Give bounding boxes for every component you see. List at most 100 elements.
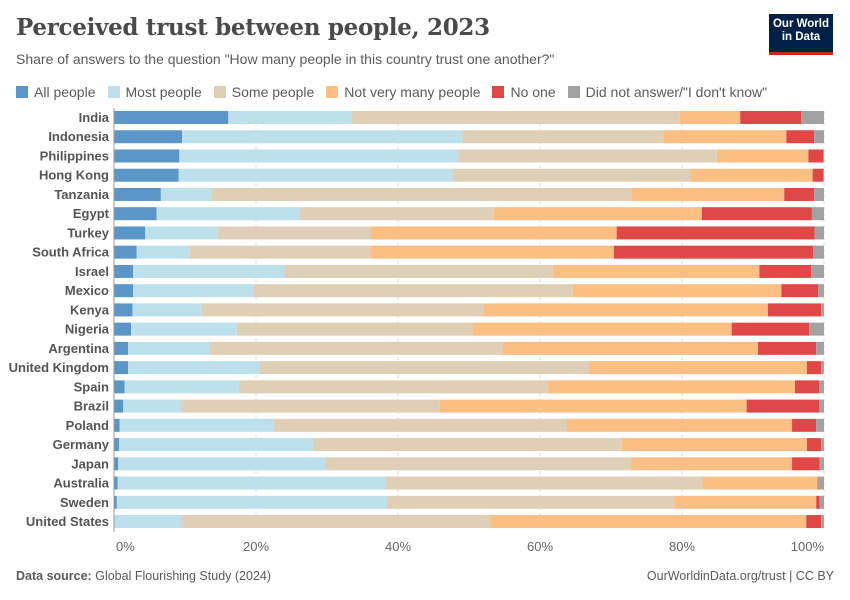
bar-segment: [819, 380, 824, 394]
bar-segment: [784, 187, 815, 201]
bar-segment: [114, 476, 118, 490]
bar-segment: [118, 438, 314, 452]
bar-segment: [128, 341, 210, 355]
legend-item[interactable]: All people: [16, 84, 96, 100]
bar-segment: [114, 322, 132, 336]
category-label: India: [79, 110, 110, 125]
bar-segment: [552, 264, 760, 278]
bar-segment: [370, 245, 614, 259]
bar-segment: [616, 226, 815, 240]
bar-segment: [814, 226, 824, 240]
bar-segment: [114, 341, 129, 355]
bar-segment: [631, 187, 785, 201]
bar-segment: [123, 399, 182, 413]
bar-segment: [566, 418, 793, 432]
bar-segment: [816, 341, 824, 355]
bar-segment: [145, 226, 218, 240]
bar-segment: [663, 130, 787, 144]
category-label: Mexico: [65, 283, 109, 298]
bar-segment: [821, 303, 824, 317]
legend-item[interactable]: Did not answer/"I don't know": [567, 84, 768, 100]
category-label: Australia: [53, 476, 109, 491]
bar-segment: [716, 149, 809, 163]
footer-link[interactable]: OurWorldinData.org/trust | CC BY: [646, 569, 834, 583]
bar-segment: [114, 303, 133, 317]
bar-segment: [156, 207, 300, 221]
bar-segment: [493, 207, 702, 221]
bar-segment: [806, 361, 822, 375]
bar-segment: [299, 207, 494, 221]
bar-segment: [588, 361, 807, 375]
legend: All people Most people Some people Not very…: [16, 84, 767, 100]
bar-segment: [160, 187, 212, 201]
bar-segment: [808, 149, 824, 163]
bar-segment: [117, 476, 386, 490]
bar-segment: [181, 399, 440, 413]
bar-segment: [386, 495, 675, 509]
legend-item[interactable]: No one: [492, 84, 556, 100]
legend-swatch: [16, 86, 28, 98]
bar-segment: [114, 399, 124, 413]
bar-segment: [189, 245, 371, 259]
bar-segment: [458, 149, 717, 163]
bar-segment: [114, 515, 182, 529]
x-tick-label: 40%: [385, 539, 411, 554]
logo-text: Our World in Data: [772, 18, 829, 43]
category-label: Germany: [53, 437, 110, 452]
bar-segment: [816, 418, 824, 432]
bar-segment: [814, 130, 824, 144]
bar-segment: [217, 226, 372, 240]
bar-segment: [811, 264, 824, 278]
legend-swatch: [107, 86, 120, 98]
bar-segment: [228, 111, 352, 124]
legend-swatch: [326, 86, 339, 98]
legend-label: Some people: [231, 84, 315, 100]
bar-segment: [813, 245, 824, 259]
bar-segment: [178, 168, 453, 182]
bar-segment: [371, 226, 617, 240]
category-label: Nigeria: [65, 322, 110, 337]
bar-segment: [128, 361, 260, 375]
bar-segment: [351, 111, 680, 124]
category-label: Argentina: [48, 341, 109, 356]
data-source: Data source: Global Flourishing Study (2…: [16, 569, 271, 583]
bar-segment: [209, 341, 503, 355]
category-label: Poland: [66, 418, 109, 433]
category-label: Turkey: [67, 225, 109, 240]
legend-item[interactable]: Not very many people: [326, 84, 480, 100]
bar-segment: [114, 207, 157, 221]
bar-segment: [811, 207, 824, 221]
x-tick-label: 60%: [527, 539, 553, 554]
bar-segment: [823, 168, 824, 182]
bar-segment: [547, 380, 795, 394]
bar-segment: [821, 438, 824, 452]
source-text[interactable]: Global Flourishing Study (2024): [95, 569, 272, 583]
legend-label: Did not answer/"I don't know": [585, 84, 768, 100]
bar-segment: [118, 457, 326, 471]
chart-title: Perceived trust between people, 2023: [16, 14, 490, 41]
legend-swatch: [492, 86, 505, 98]
bar-segment: [114, 457, 119, 471]
bar-segment: [114, 149, 180, 163]
x-tick-label: 100%: [791, 539, 825, 554]
bar-segment: [821, 515, 824, 529]
bar-segment: [746, 399, 820, 413]
category-label: Indonesia: [48, 129, 109, 144]
category-label: South Africa: [32, 245, 110, 260]
bar-segment: [181, 515, 491, 529]
bar-segment: [284, 264, 553, 278]
owid-logo[interactable]: Our World in Data: [769, 14, 833, 55]
legend-item[interactable]: Most people: [107, 84, 202, 100]
category-label: Tanzania: [54, 187, 109, 202]
bar-segment: [452, 168, 691, 182]
category-label: Brazil: [74, 399, 109, 414]
bar-segment: [259, 361, 589, 375]
legend-item[interactable]: Some people: [213, 84, 315, 100]
bar-segment: [201, 303, 484, 317]
bar-segment: [786, 130, 815, 144]
bar-segment: [133, 264, 285, 278]
legend-swatch: [567, 86, 580, 98]
bar-segment: [114, 168, 179, 182]
